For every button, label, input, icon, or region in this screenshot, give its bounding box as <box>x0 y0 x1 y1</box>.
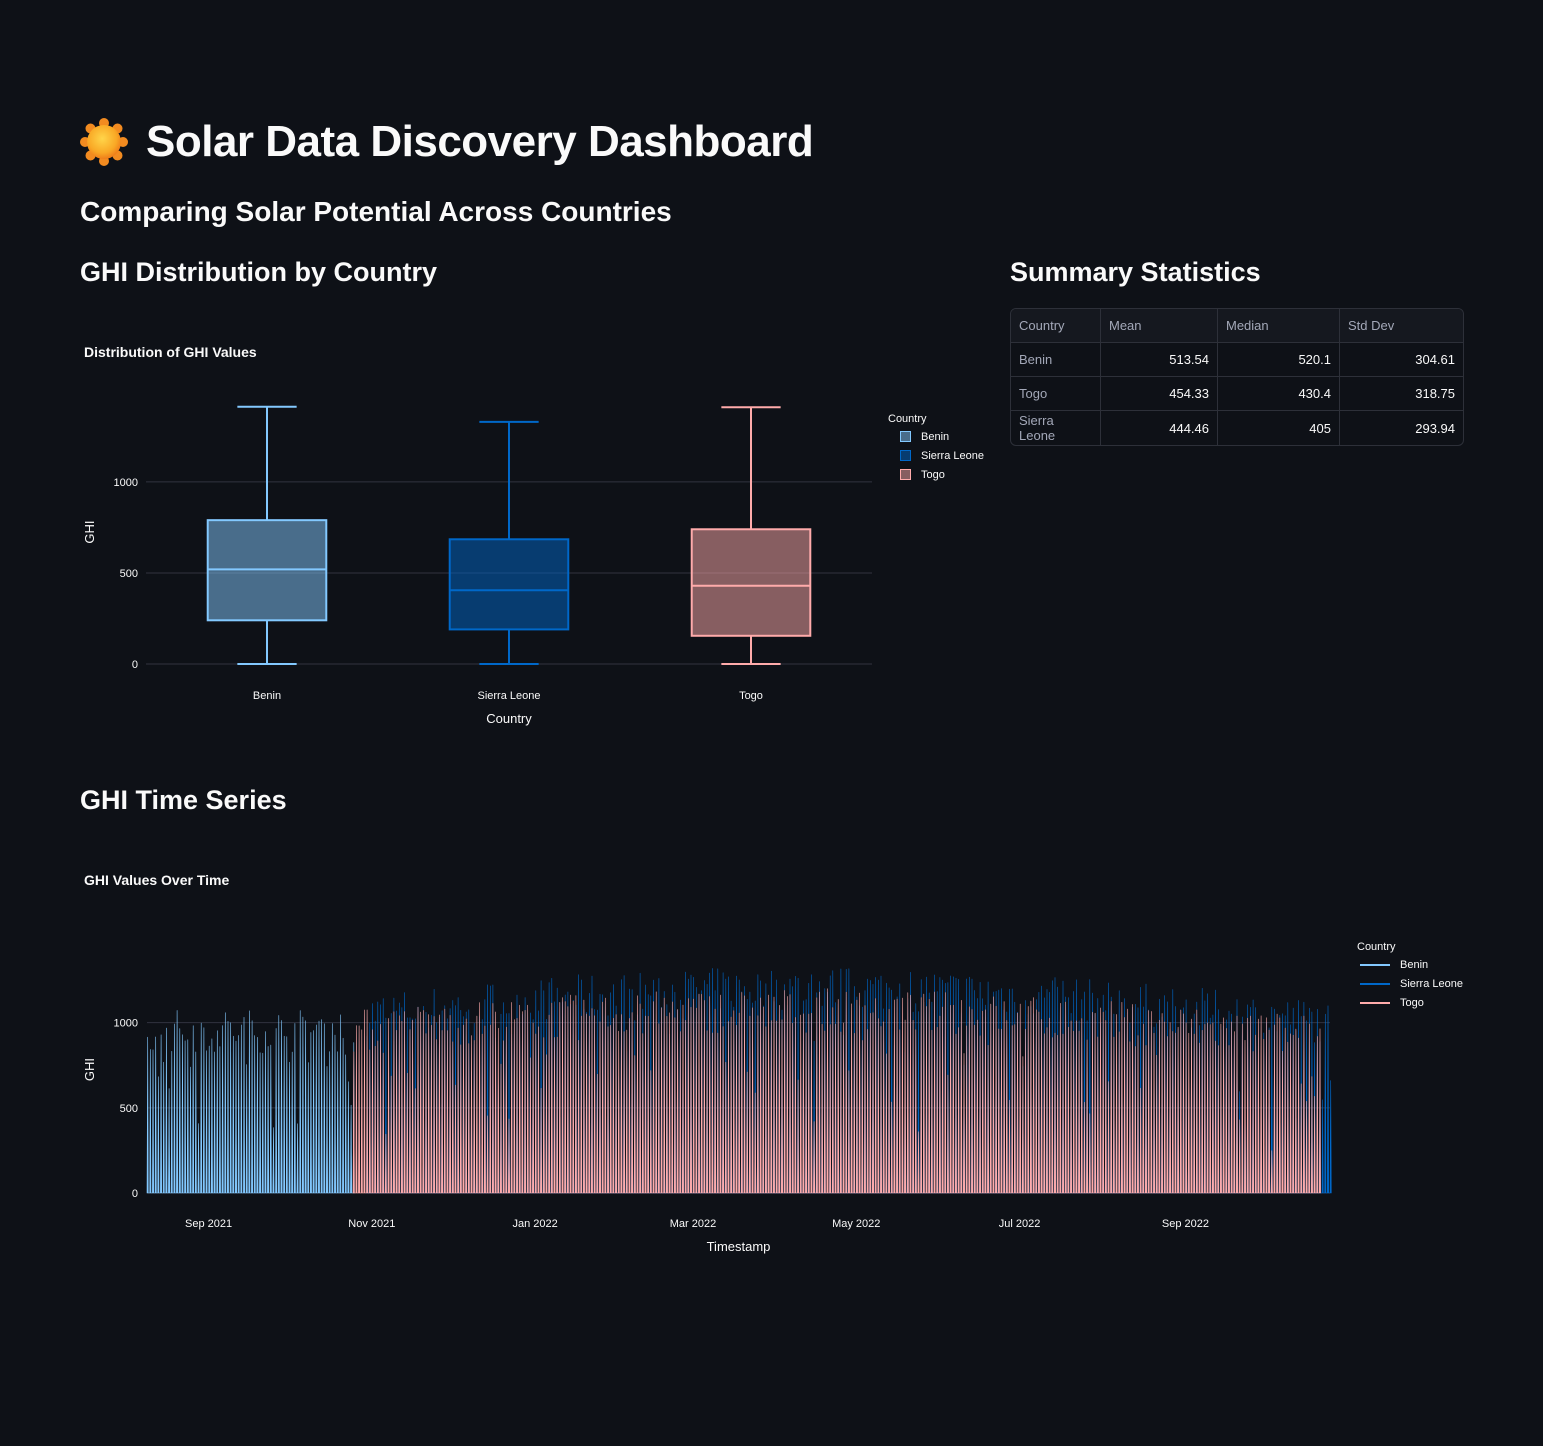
table-cell[interactable]: 318.75 <box>1340 377 1463 411</box>
stats-table[interactable]: Country Mean Median Std Dev Benin 513.54… <box>1010 308 1464 446</box>
ts-section-title: GHI Time Series <box>80 785 287 815</box>
table-cell[interactable]: 430.4 <box>1218 377 1340 411</box>
box-chart-title: Distribution of GHI Values <box>84 344 257 360</box>
page-subtitle: Comparing Solar Potential Across Countri… <box>80 196 672 227</box>
box-benin <box>206 405 328 665</box>
table-cell[interactable]: Togo <box>1011 377 1101 411</box>
legend-item-togo[interactable]: Togo <box>1360 993 1463 1012</box>
y-tick-label: 500 <box>120 1103 138 1115</box>
x-tick-label: Jul 2022 <box>999 1218 1041 1230</box>
x-tick-label: Sierra Leone <box>478 690 541 702</box>
legend-label: Togo <box>1400 996 1424 1009</box>
legend-item-sierra-leone[interactable]: Sierra Leone <box>900 446 984 465</box>
page-header: Solar Data Discovery Dashboard <box>80 112 814 172</box>
legend-item-sierra-leone[interactable]: Sierra Leone <box>1360 974 1463 993</box>
summary-statistics: Country Mean Median Std Dev Benin 513.54… <box>1010 308 1464 446</box>
column-header[interactable]: Median <box>1218 309 1340 343</box>
box-body <box>448 538 570 631</box>
legend-item-benin[interactable]: Benin <box>900 427 984 446</box>
box-legend: Country Benin Sierra Leone Togo <box>888 413 984 484</box>
table-cell[interactable]: Benin <box>1011 343 1101 377</box>
legend-label: Sierra Leone <box>921 449 984 462</box>
series-line-benin <box>146 1010 355 1194</box>
box-body <box>690 528 812 637</box>
x-tick-label: Benin <box>253 690 281 702</box>
x-tick-label: May 2022 <box>832 1218 880 1230</box>
x-axis-label: Country <box>486 711 532 726</box>
x-axis-label: Timestamp <box>707 1239 771 1254</box>
y-tick-label: 0 <box>132 1188 138 1200</box>
table-cell[interactable]: 454.33 <box>1101 377 1218 411</box>
legend-swatch <box>1360 1001 1390 1004</box>
box-section-title: GHI Distribution by Country <box>80 257 437 287</box>
page-title: Solar Data Discovery Dashboard <box>146 117 814 166</box>
table-cell[interactable]: 513.54 <box>1101 343 1218 377</box>
time-series-chart[interactable]: 0 500 1000 GHI Sep 2021 Nov 2021 Jan 2022 Mar 2… <box>80 930 1350 1270</box>
series-line-togo <box>352 988 1321 1194</box>
y-tick-label: 1000 <box>114 1018 138 1030</box>
legend-label: Benin <box>1400 958 1429 971</box>
ts-chart-title: GHI Values Over Time <box>84 872 230 888</box>
x-tick-label: Sep 2021 <box>185 1218 232 1230</box>
table-cell[interactable]: 520.1 <box>1218 343 1340 377</box>
legend-item-togo[interactable]: Togo <box>900 465 984 484</box>
legend-swatch <box>900 450 911 461</box>
x-tick-label: Togo <box>739 690 763 702</box>
table-cell[interactable]: 405 <box>1218 411 1340 445</box>
table-row: Togo 454.33 430.4 318.75 <box>1011 377 1463 411</box>
table-cell[interactable]: 444.46 <box>1101 411 1218 445</box>
y-tick-label: 0 <box>132 659 138 671</box>
legend-label: Sierra Leone <box>1400 977 1463 990</box>
x-tick-label: Mar 2022 <box>670 1218 716 1230</box>
legend-swatch <box>1360 982 1390 985</box>
table-row: Benin 513.54 520.1 304.61 <box>1011 343 1463 377</box>
legend-label: Togo <box>921 468 945 481</box>
y-axis-label: GHI <box>82 1058 97 1081</box>
legend-swatch <box>900 431 911 442</box>
box-plot-chart[interactable]: 0 500 1000 GHI Benin Sierra Leone Togo Country <box>80 380 880 740</box>
column-header[interactable]: Std Dev <box>1340 309 1463 343</box>
table-cell[interactable]: 304.61 <box>1340 343 1463 377</box>
legend-item-benin[interactable]: Benin <box>1360 955 1463 974</box>
x-tick-label: Jan 2022 <box>512 1218 557 1230</box>
column-header[interactable]: Mean <box>1101 309 1218 343</box>
column-header[interactable]: Country <box>1011 309 1101 343</box>
box-togo <box>690 406 812 665</box>
legend-title: Country <box>1357 941 1396 953</box>
table-cell[interactable]: 293.94 <box>1415 420 1455 436</box>
box-sierra-leone <box>448 420 570 665</box>
legend-title: Country <box>888 413 927 425</box>
stats-section-title: Summary Statistics <box>1010 257 1261 287</box>
legend-swatch <box>900 469 911 480</box>
table-cell[interactable]: Sierra Leone <box>1011 411 1101 445</box>
y-axis-label: GHI <box>82 520 97 543</box>
table-row: Sierra Leone 444.46 405 293.94 <box>1011 411 1463 445</box>
legend-swatch <box>1360 963 1390 966</box>
y-tick-label: 500 <box>120 568 138 580</box>
legend-label: Benin <box>921 430 950 443</box>
sun-icon <box>80 118 128 166</box>
ts-legend: Country Benin Sierra Leone Togo <box>1357 941 1463 1012</box>
x-tick-label: Sep 2022 <box>1162 1218 1209 1230</box>
table-header-row: Country Mean Median Std Dev <box>1011 309 1463 343</box>
y-tick-label: 1000 <box>114 477 138 489</box>
x-tick-label: Nov 2021 <box>348 1218 395 1230</box>
